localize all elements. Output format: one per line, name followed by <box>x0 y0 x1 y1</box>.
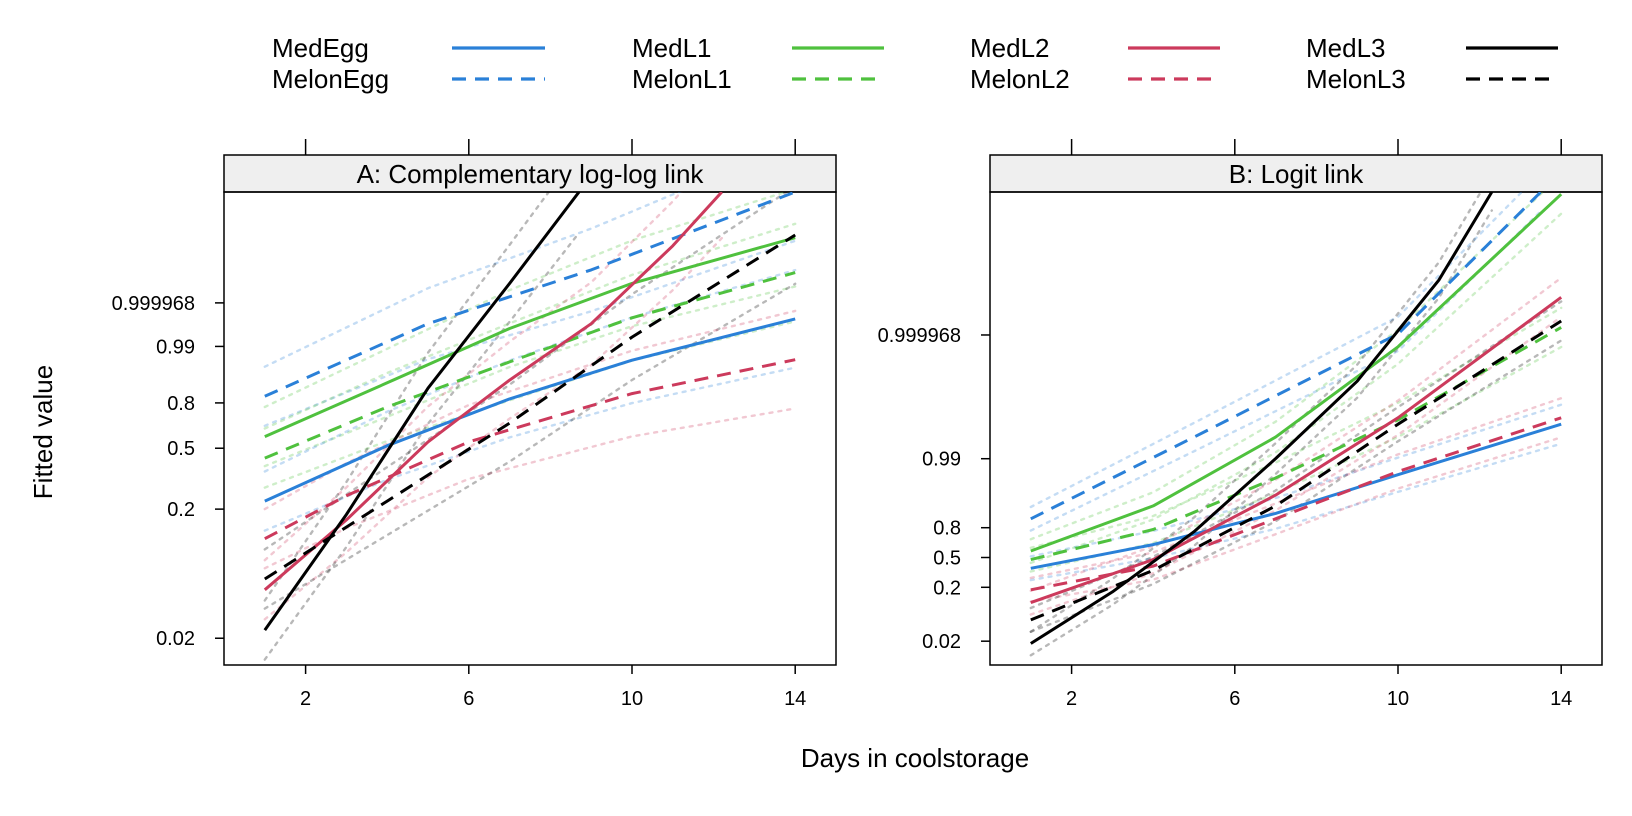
confidence-band-line <box>1029 300 1563 610</box>
x-tick-label: 10 <box>621 688 643 710</box>
confidence-band-line <box>263 366 797 532</box>
chart-panels: A: Complementary log-log link 2 6 10 14 0.02 0… <box>112 139 1603 710</box>
panel-title: A: Complementary log-log link <box>357 159 705 189</box>
series-line-MedL3 <box>1029 192 1494 645</box>
x-tick-label: 6 <box>1229 688 1240 710</box>
series-line-MedL1 <box>1030 193 1563 553</box>
confidence-band-line <box>1029 315 1563 616</box>
series-line-MedL2 <box>1030 296 1563 605</box>
confidence-band-line <box>1029 403 1563 558</box>
panel-logit: B: Logit link 2 6 10 14 0.02 0.2 0.5 0.8 0.99 0.99… <box>878 139 1603 710</box>
confidence-band-line <box>1029 345 1563 573</box>
confidence-band-line <box>1029 339 1563 633</box>
series-line-MedL1 <box>264 236 796 438</box>
plot-frame <box>989 191 1603 666</box>
x-tick-label: 2 <box>1066 688 1077 710</box>
y-tick-label: 0.99 <box>922 449 961 471</box>
x-axis-title: Days in coolstorage <box>801 743 1029 773</box>
confidence-band-line <box>1029 436 1563 603</box>
confidence-band-line <box>263 236 723 621</box>
legend-label: MedEgg <box>272 33 369 63</box>
series-line-MelonEgg <box>1030 192 1542 521</box>
series-line-MelonL1 <box>264 271 796 460</box>
y-tick-label: 0.02 <box>156 628 195 650</box>
series-group <box>263 192 797 661</box>
legend-label: MedL1 <box>632 33 712 63</box>
confidence-band-line <box>263 239 797 427</box>
panel-title: B: Logit link <box>1229 159 1364 189</box>
y-tick-label: 0.5 <box>933 548 961 570</box>
confidence-band-line <box>1029 192 1524 509</box>
y-tick-label: 0.999968 <box>878 325 961 347</box>
confidence-band-line <box>1029 212 1563 565</box>
series-line-MedL3 <box>263 192 581 631</box>
y-tick-label: 0.2 <box>933 577 961 599</box>
x-tick-label: 10 <box>1387 688 1409 710</box>
confidence-band-line <box>1029 192 1545 541</box>
series-group <box>1029 192 1563 657</box>
series-line-MedEgg <box>264 317 796 503</box>
confidence-band-line <box>1029 442 1563 582</box>
confidence-band-line <box>1029 397 1563 580</box>
series-line-MelonL2 <box>1030 416 1562 592</box>
y-tick-label: 0.02 <box>922 631 961 653</box>
x-tick-label: 14 <box>784 688 806 710</box>
confidence-band-line <box>1029 209 1494 657</box>
confidence-band-line <box>263 285 797 468</box>
confidence-band-line <box>1029 306 1563 549</box>
legend-label: MelonL3 <box>1306 64 1406 94</box>
x-tick-label: 14 <box>1550 688 1572 710</box>
confidence-band-line <box>263 192 683 562</box>
strip-header <box>223 154 837 193</box>
confidence-band-line <box>263 192 551 602</box>
y-tick-label: 0.8 <box>933 518 961 540</box>
y-tick-label: 0.999968 <box>112 293 195 315</box>
confidence-band-line <box>1029 276 1563 592</box>
x-tick-label: 6 <box>463 688 474 710</box>
series-line-MelonL3 <box>263 233 796 581</box>
legend-label: MelonEgg <box>272 64 389 94</box>
confidence-band-line <box>263 192 682 368</box>
legend-label: MedL3 <box>1306 33 1386 63</box>
legend-label: MelonL1 <box>632 64 732 94</box>
confidence-band-line <box>1029 192 1483 633</box>
confidence-band-line <box>263 231 581 661</box>
confidence-band-line <box>263 192 790 409</box>
x-tick-label: 2 <box>300 688 311 710</box>
y-tick-label: 0.99 <box>156 336 195 358</box>
legend-label: MelonL2 <box>970 64 1070 94</box>
legend-label: MedL2 <box>970 33 1050 63</box>
confidence-band-line <box>263 282 797 610</box>
y-tick-label: 0.5 <box>167 438 195 460</box>
confidence-band-line <box>1029 209 1543 532</box>
confidence-band-line <box>263 222 797 430</box>
series-line-MelonL1 <box>1030 326 1562 562</box>
y-tick-label: 0.2 <box>167 499 195 521</box>
confidence-band-line <box>263 309 797 511</box>
y-axis-title: Fitted value <box>28 365 58 499</box>
y-tick-label: 0.8 <box>167 393 195 415</box>
series-line-MedL2 <box>263 192 723 591</box>
confidence-band-line <box>263 268 797 473</box>
panel-cll: A: Complementary log-log link 2 6 10 14 0.02 0… <box>112 139 837 710</box>
series-line-MelonEgg <box>264 192 796 398</box>
series-line-MedEgg <box>1030 422 1562 570</box>
plot-frame <box>223 191 837 666</box>
